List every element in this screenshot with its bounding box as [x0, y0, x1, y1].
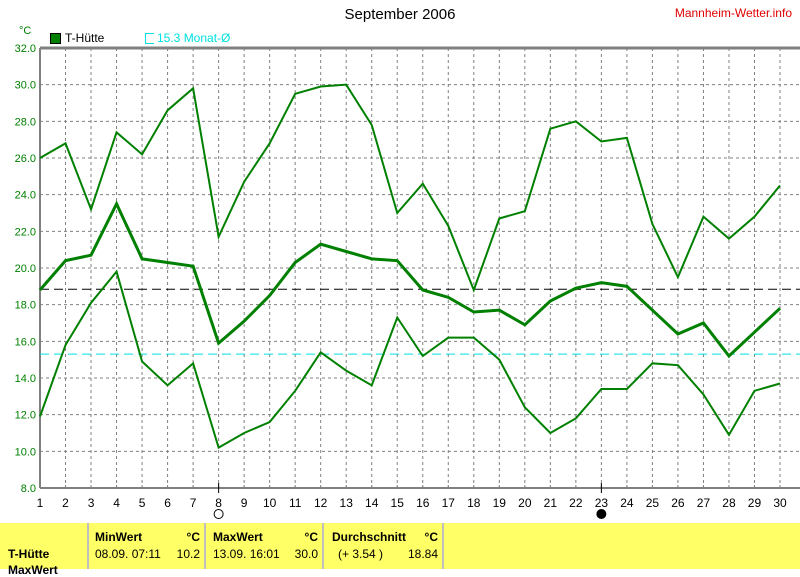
- x-tick-label: 7: [190, 496, 197, 510]
- x-tick-label: 10: [263, 496, 277, 510]
- temperature-chart: 1 2 3 4 5 6 7 8 9 10 11 12 13 14 15 16 17 18 19 20 21 22 23 24 2…: [15, 43, 800, 519]
- x-tick-label: 27: [697, 496, 711, 510]
- y-tick-label: 24.0: [15, 190, 36, 202]
- min-cell: MinWert °C 08.09. 07:11 10.2: [87, 523, 204, 569]
- row-label: T-Hütte: [8, 547, 50, 561]
- avg-header: Durchschnitt: [332, 530, 407, 544]
- x-tick-label: 12: [314, 496, 328, 510]
- stats-table: T-Hütte MaxWert MinWert °C 08.09. 07:11 …: [0, 523, 800, 577]
- x-tick-label: 5: [139, 496, 146, 510]
- x-tick-label: 21: [544, 496, 558, 510]
- y-tick-label: 20.0: [15, 263, 36, 275]
- x-tick-label: 24: [620, 496, 634, 510]
- min-date: 08.09. 07:11: [95, 547, 161, 561]
- x-tick-label: 17: [442, 496, 456, 510]
- legend-label: T-Hütte: [65, 31, 105, 45]
- full-moon-icon: [213, 509, 224, 519]
- max-date: 13.09. 16:01: [213, 547, 280, 561]
- x-tick-label: 22: [569, 496, 583, 510]
- y-tick-label: 16.0: [15, 336, 36, 348]
- legend-average: 15.3 Monat-Ø: [145, 31, 230, 45]
- avg-value: 18.84: [407, 547, 438, 561]
- x-tick-label: 2: [62, 496, 69, 510]
- min-header: MinWert: [95, 530, 143, 544]
- x-tick-label: 6: [164, 496, 171, 510]
- x-tick-label: 1: [37, 496, 44, 510]
- max-cell: MaxWert °C 13.09. 16:01 30.0: [204, 523, 322, 569]
- legend-swatch: [50, 32, 61, 44]
- x-tick-label: 8: [215, 496, 222, 510]
- new-moon-icon: [596, 509, 607, 519]
- x-tick-label: 13: [340, 496, 354, 510]
- legend-avg-swatch: [145, 32, 154, 44]
- min-unit: °C: [186, 530, 200, 544]
- avg-unit: °C: [424, 530, 438, 544]
- max-unit: °C: [304, 530, 318, 544]
- y-tick-label: 26.0: [15, 153, 36, 165]
- chart-title: September 2006: [344, 6, 456, 23]
- x-tick-label: 28: [722, 496, 736, 510]
- x-tick-label: 16: [416, 496, 430, 510]
- avg-cell: Durchschnitt °C (+ 3.54 ) 18.84: [322, 523, 444, 569]
- min-value: 10.2: [176, 547, 200, 561]
- series-line: [39, 269, 781, 450]
- y-tick-label: 22.0: [15, 226, 36, 238]
- x-tick-label: 14: [365, 496, 379, 510]
- x-tick-label: 26: [671, 496, 685, 510]
- x-tick-label: 18: [467, 496, 481, 510]
- x-tick-label: 11: [289, 496, 302, 510]
- x-tick-label: 25: [646, 496, 660, 510]
- y-tick-label: 32.0: [15, 43, 36, 55]
- x-tick-label: 15: [391, 496, 405, 510]
- legend-series: T-Hütte: [50, 31, 104, 45]
- x-tick-label: 19: [493, 496, 507, 510]
- site-link[interactable]: Mannheim-Wetter.info: [674, 6, 792, 20]
- y-tick-label: 10.0: [15, 446, 36, 458]
- x-tick-label: 30: [773, 496, 787, 510]
- y-tick-label: 30.0: [15, 80, 36, 92]
- avg-diff: (+ 3.54 ): [338, 547, 384, 561]
- x-tick-label: 3: [88, 496, 95, 510]
- legend-avg-label: 15.3 Monat-Ø: [157, 31, 231, 45]
- row-label-2: MaxWert: [8, 563, 58, 577]
- max-value: 30.0: [294, 547, 318, 561]
- y-unit: °C: [19, 25, 32, 37]
- max-header: MaxWert: [213, 530, 263, 544]
- x-tick-label: 4: [113, 496, 120, 510]
- y-tick-label: 12.0: [15, 410, 36, 422]
- x-tick-label: 23: [595, 496, 609, 510]
- y-tick-label: 14.0: [15, 373, 36, 385]
- x-tick-label: 29: [748, 496, 762, 510]
- y-tick-label: 8.0: [21, 483, 36, 495]
- y-tick-label: 28.0: [15, 116, 36, 128]
- series-line: [39, 83, 781, 293]
- x-tick-label: 9: [241, 496, 248, 510]
- y-tick-label: 18.0: [15, 300, 36, 312]
- series-line: [38, 200, 782, 359]
- x-tick-label: 20: [518, 496, 532, 510]
